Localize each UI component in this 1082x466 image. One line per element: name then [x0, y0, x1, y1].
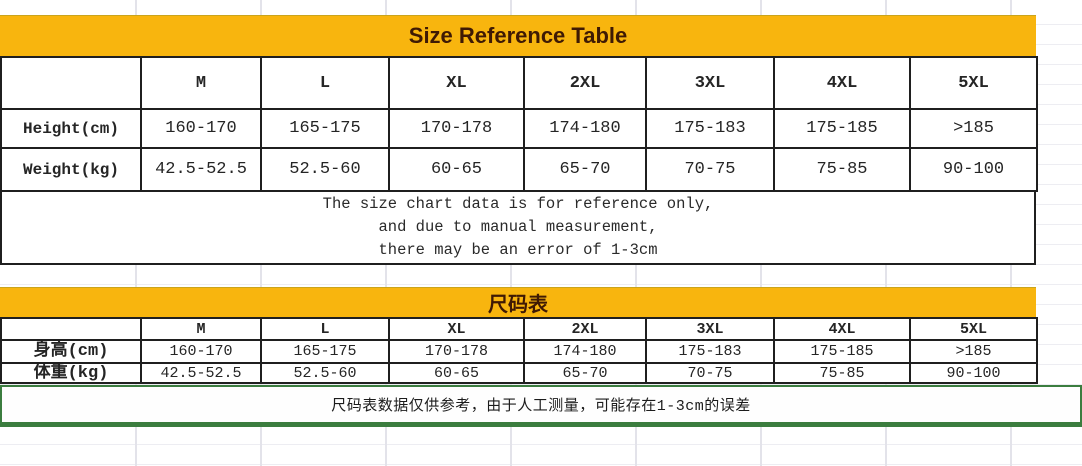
size-cell: 174-180 — [523, 339, 647, 364]
size-cell: 175-183 — [645, 108, 775, 149]
size-cell: 175-183 — [645, 339, 775, 364]
size-table-zh-block: 尺码表 M L XL 2XL 3XL 4XL 5XL 身高(cm) 160-170 165-17… — [0, 287, 1038, 384]
column-header-2xl: 2XL — [523, 56, 647, 110]
size-cell: 42.5-52.5 — [140, 147, 262, 192]
row-label: 体重(kg) — [0, 362, 142, 384]
size-table-en-block: Size Reference Table M L XL 2XL 3XL 4XL 5XL He… — [0, 15, 1038, 265]
size-cell: 170-178 — [388, 339, 525, 364]
size-cell: 60-65 — [388, 147, 525, 192]
column-header-2xl: 2XL — [523, 317, 647, 341]
size-cell: 170-178 — [388, 108, 525, 149]
size-cell: 174-180 — [523, 108, 647, 149]
size-cell: 42.5-52.5 — [140, 362, 262, 384]
column-header-5xl: 5XL — [909, 56, 1038, 110]
row-label: Height(cm) — [0, 108, 142, 149]
size-table-zh-banner: 尺码表 — [0, 287, 1036, 317]
size-table-en-title: Size Reference Table — [408, 23, 628, 48]
size-cell: 90-100 — [909, 147, 1038, 192]
table-row: 身高(cm) 160-170 165-175 170-178 174-180 175-18… — [0, 339, 1038, 364]
size-cell: 90-100 — [909, 362, 1038, 384]
header-row: M L XL 2XL 3XL 4XL 5XL — [0, 56, 1038, 110]
size-table-zh-title: 尺码表 — [488, 294, 548, 316]
size-cell: 70-75 — [645, 147, 775, 192]
size-table-zh: M L XL 2XL 3XL 4XL 5XL 身高(cm) 160-170 165-175 170… — [0, 317, 1038, 384]
size-table-en-note: The size chart data is for reference onl… — [0, 192, 1036, 265]
note-line: The size chart data is for reference onl… — [322, 195, 714, 213]
corner-cell — [0, 317, 142, 341]
size-table-en: M L XL 2XL 3XL 4XL 5XL Height(cm) 160-170 165-17… — [0, 56, 1038, 192]
column-header-4xl: 4XL — [773, 317, 911, 341]
column-header-l: L — [260, 56, 390, 110]
size-cell: 75-85 — [773, 147, 911, 192]
size-cell: 160-170 — [140, 108, 262, 149]
size-cell: >185 — [909, 108, 1038, 149]
size-cell: 75-85 — [773, 362, 911, 384]
column-header-3xl: 3XL — [645, 317, 775, 341]
column-header-3xl: 3XL — [645, 56, 775, 110]
note-line: there may be an error of 1-3cm — [378, 241, 658, 259]
note-line: and due to manual measurement, — [378, 218, 658, 236]
column-header-4xl: 4XL — [773, 56, 911, 110]
size-cell: 60-65 — [388, 362, 525, 384]
size-cell: 70-75 — [645, 362, 775, 384]
row-label: Weight(kg) — [0, 147, 142, 192]
table-row: Weight(kg) 42.5-52.5 52.5-60 60-65 65-70 70-7… — [0, 147, 1038, 192]
table-row: 体重(kg) 42.5-52.5 52.5-60 60-65 65-70 70-75 75-… — [0, 362, 1038, 384]
size-cell: 175-185 — [773, 339, 911, 364]
size-cell: 52.5-60 — [260, 362, 390, 384]
table-row: Height(cm) 160-170 165-175 170-178 174-180 17… — [0, 108, 1038, 149]
note-line: 尺码表数据仅供参考，由于人工测量，可能存在1-3cm的误差 — [331, 398, 751, 415]
column-header-xl: XL — [388, 56, 525, 110]
size-table-zh-note: 尺码表数据仅供参考，由于人工测量，可能存在1-3cm的误差 — [0, 385, 1082, 427]
size-cell: 165-175 — [260, 108, 390, 149]
size-cell: >185 — [909, 339, 1038, 364]
size-cell: 175-185 — [773, 108, 911, 149]
size-table-en-banner: Size Reference Table — [0, 15, 1036, 56]
row-label: 身高(cm) — [0, 339, 142, 364]
size-cell: 65-70 — [523, 362, 647, 384]
size-cell: 165-175 — [260, 339, 390, 364]
size-cell: 160-170 — [140, 339, 262, 364]
size-cell: 65-70 — [523, 147, 647, 192]
column-header-m: M — [140, 317, 262, 341]
corner-cell — [0, 56, 142, 110]
column-header-m: M — [140, 56, 262, 110]
size-cell: 52.5-60 — [260, 147, 390, 192]
column-header-5xl: 5XL — [909, 317, 1038, 341]
column-header-l: L — [260, 317, 390, 341]
column-header-xl: XL — [388, 317, 525, 341]
header-row: M L XL 2XL 3XL 4XL 5XL — [0, 317, 1038, 341]
